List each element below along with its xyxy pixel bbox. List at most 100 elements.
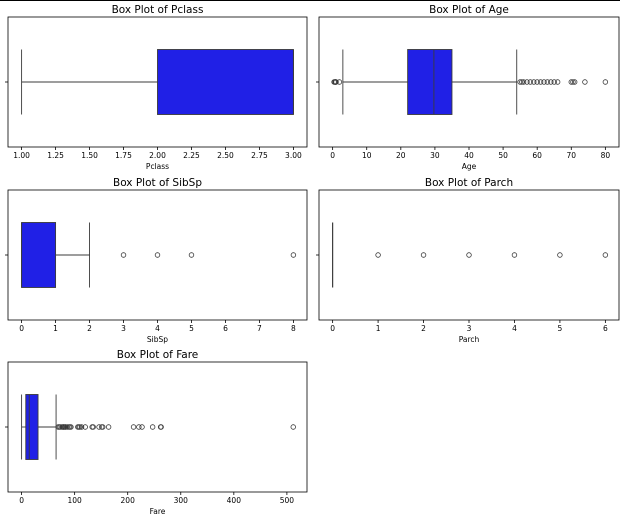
outlier-point — [520, 79, 527, 85]
outlier-point — [64, 424, 70, 430]
iqr-box — [407, 49, 453, 115]
x-axis-label: Fare — [150, 507, 166, 516]
x-tick-label: 2 — [421, 324, 426, 333]
chart-title: Box Plot of Pclass — [112, 4, 204, 16]
outlier-point — [333, 79, 339, 85]
x-tick-label: 400 — [227, 496, 242, 505]
iqr-box — [157, 49, 294, 115]
x-tick-label: 3 — [467, 324, 472, 333]
outlier-point — [602, 252, 609, 258]
outlier-point — [100, 424, 106, 430]
x-axis-label: Parch — [459, 335, 480, 344]
x-tick-label: 1.75 — [115, 151, 132, 160]
outlier-point — [158, 424, 164, 430]
x-tick-label: 2.00 — [149, 151, 166, 160]
outlier-point — [290, 252, 297, 258]
x-axis-label: Pclass — [146, 162, 169, 171]
outlier-point — [554, 79, 561, 85]
x-axis-label: SibSp — [147, 335, 168, 344]
outlier-point — [77, 424, 83, 430]
chart-title: Box Plot of Parch — [425, 177, 513, 189]
outlier-point — [82, 424, 88, 430]
x-tick-label: 1.50 — [81, 151, 98, 160]
chart-panel-sibsp: Box Plot of SibSp 0 1 2 3 4 5 6 7 8 SibSp — [5, 177, 308, 344]
x-tick-label: 4 — [155, 324, 160, 333]
outlier-point — [290, 424, 296, 430]
outlier-point — [78, 424, 85, 430]
chart-panel-parch: Box Plot of Parch 0 1 2 3 4 5 6 Parch — [316, 177, 620, 344]
x-tick-label: 0 — [19, 496, 24, 505]
outlier-point — [531, 79, 537, 85]
x-tick-label: 80 — [601, 151, 611, 160]
x-tick-label: 5 — [189, 324, 194, 333]
iqr-box — [21, 222, 57, 288]
outlier-point — [534, 79, 540, 85]
outlier-point — [571, 79, 578, 85]
outlier-point — [557, 252, 563, 258]
x-tick-label: 0 — [19, 324, 24, 333]
outlier-point — [544, 79, 551, 85]
x-tick-label: 2 — [87, 324, 92, 333]
x-tick-label: 10 — [362, 151, 372, 160]
x-tick-label: 60 — [532, 151, 542, 160]
x-tick-label: 0 — [330, 151, 335, 160]
outlier-point — [149, 424, 156, 430]
outlier-point — [602, 79, 609, 85]
chart-title: Box Plot of Age — [429, 4, 509, 16]
outlier-point — [527, 79, 534, 85]
chart-title: Box Plot of SibSp — [113, 177, 202, 189]
chart-panel-pclass: Box Plot of Pclass 1.00 1.25 1.50 1.75 2.00 2.… — [5, 4, 308, 171]
x-tick-label: 8 — [291, 324, 296, 333]
x-tick-label: 40 — [464, 151, 474, 160]
outlier-point — [537, 79, 544, 85]
chart-title: Box Plot of Fare — [117, 349, 199, 361]
chart-panel-fare: Box Plot of Fare 0 100 200 300 400 500 Fare — [5, 349, 308, 516]
x-axis-label: Age — [462, 162, 477, 171]
x-tick-label: 500 — [280, 496, 295, 505]
outlier-point — [517, 79, 523, 85]
outlier-point — [375, 252, 381, 258]
x-tick-label: 1.25 — [47, 151, 64, 160]
x-tick-label: 1 — [53, 324, 58, 333]
outlier-point — [130, 424, 137, 430]
x-tick-label: 6 — [223, 324, 228, 333]
outlier-point — [120, 252, 127, 258]
outlier-point — [519, 79, 525, 85]
outlier-point — [68, 424, 74, 430]
top-border-line — [0, 0, 620, 1]
outlier-point — [96, 424, 102, 430]
x-tick-label: 2.75 — [251, 151, 268, 160]
outlier-point — [551, 79, 557, 85]
x-tick-label: 5 — [558, 324, 563, 333]
outlier-point — [188, 252, 195, 258]
outlier-point — [420, 252, 427, 258]
x-tick-label: 2.50 — [217, 151, 234, 160]
outlier-point — [139, 424, 145, 430]
outlier-point — [548, 79, 554, 85]
x-tick-label: 1 — [376, 324, 381, 333]
x-tick-label: 200 — [121, 496, 136, 505]
plot-frame — [318, 189, 620, 321]
chart-panel-age: Box Plot of Age 0 10 20 30 40 50 60 70 80 Age — [316, 4, 620, 171]
x-tick-label: 7 — [257, 324, 262, 333]
outlier-point — [582, 79, 588, 85]
x-tick-label: 1.00 — [13, 151, 30, 160]
outlier-point — [511, 252, 518, 258]
outlier-point — [136, 424, 142, 430]
outlier-point — [541, 79, 547, 85]
outlier-point — [570, 79, 576, 85]
outlier-point — [466, 252, 472, 258]
x-tick-label: 70 — [566, 151, 576, 160]
outlier-point — [524, 79, 530, 85]
x-tick-label: 2.25 — [183, 151, 200, 160]
outlier-point — [90, 424, 96, 430]
outlier-point — [568, 79, 574, 85]
x-tick-label: 100 — [67, 496, 82, 505]
x-tick-label: 3 — [121, 324, 126, 333]
iqr-box — [25, 394, 39, 460]
x-tick-label: 3.00 — [285, 151, 302, 160]
x-tick-label: 50 — [498, 151, 508, 160]
outlier-point — [154, 252, 161, 258]
x-tick-label: 6 — [603, 324, 608, 333]
